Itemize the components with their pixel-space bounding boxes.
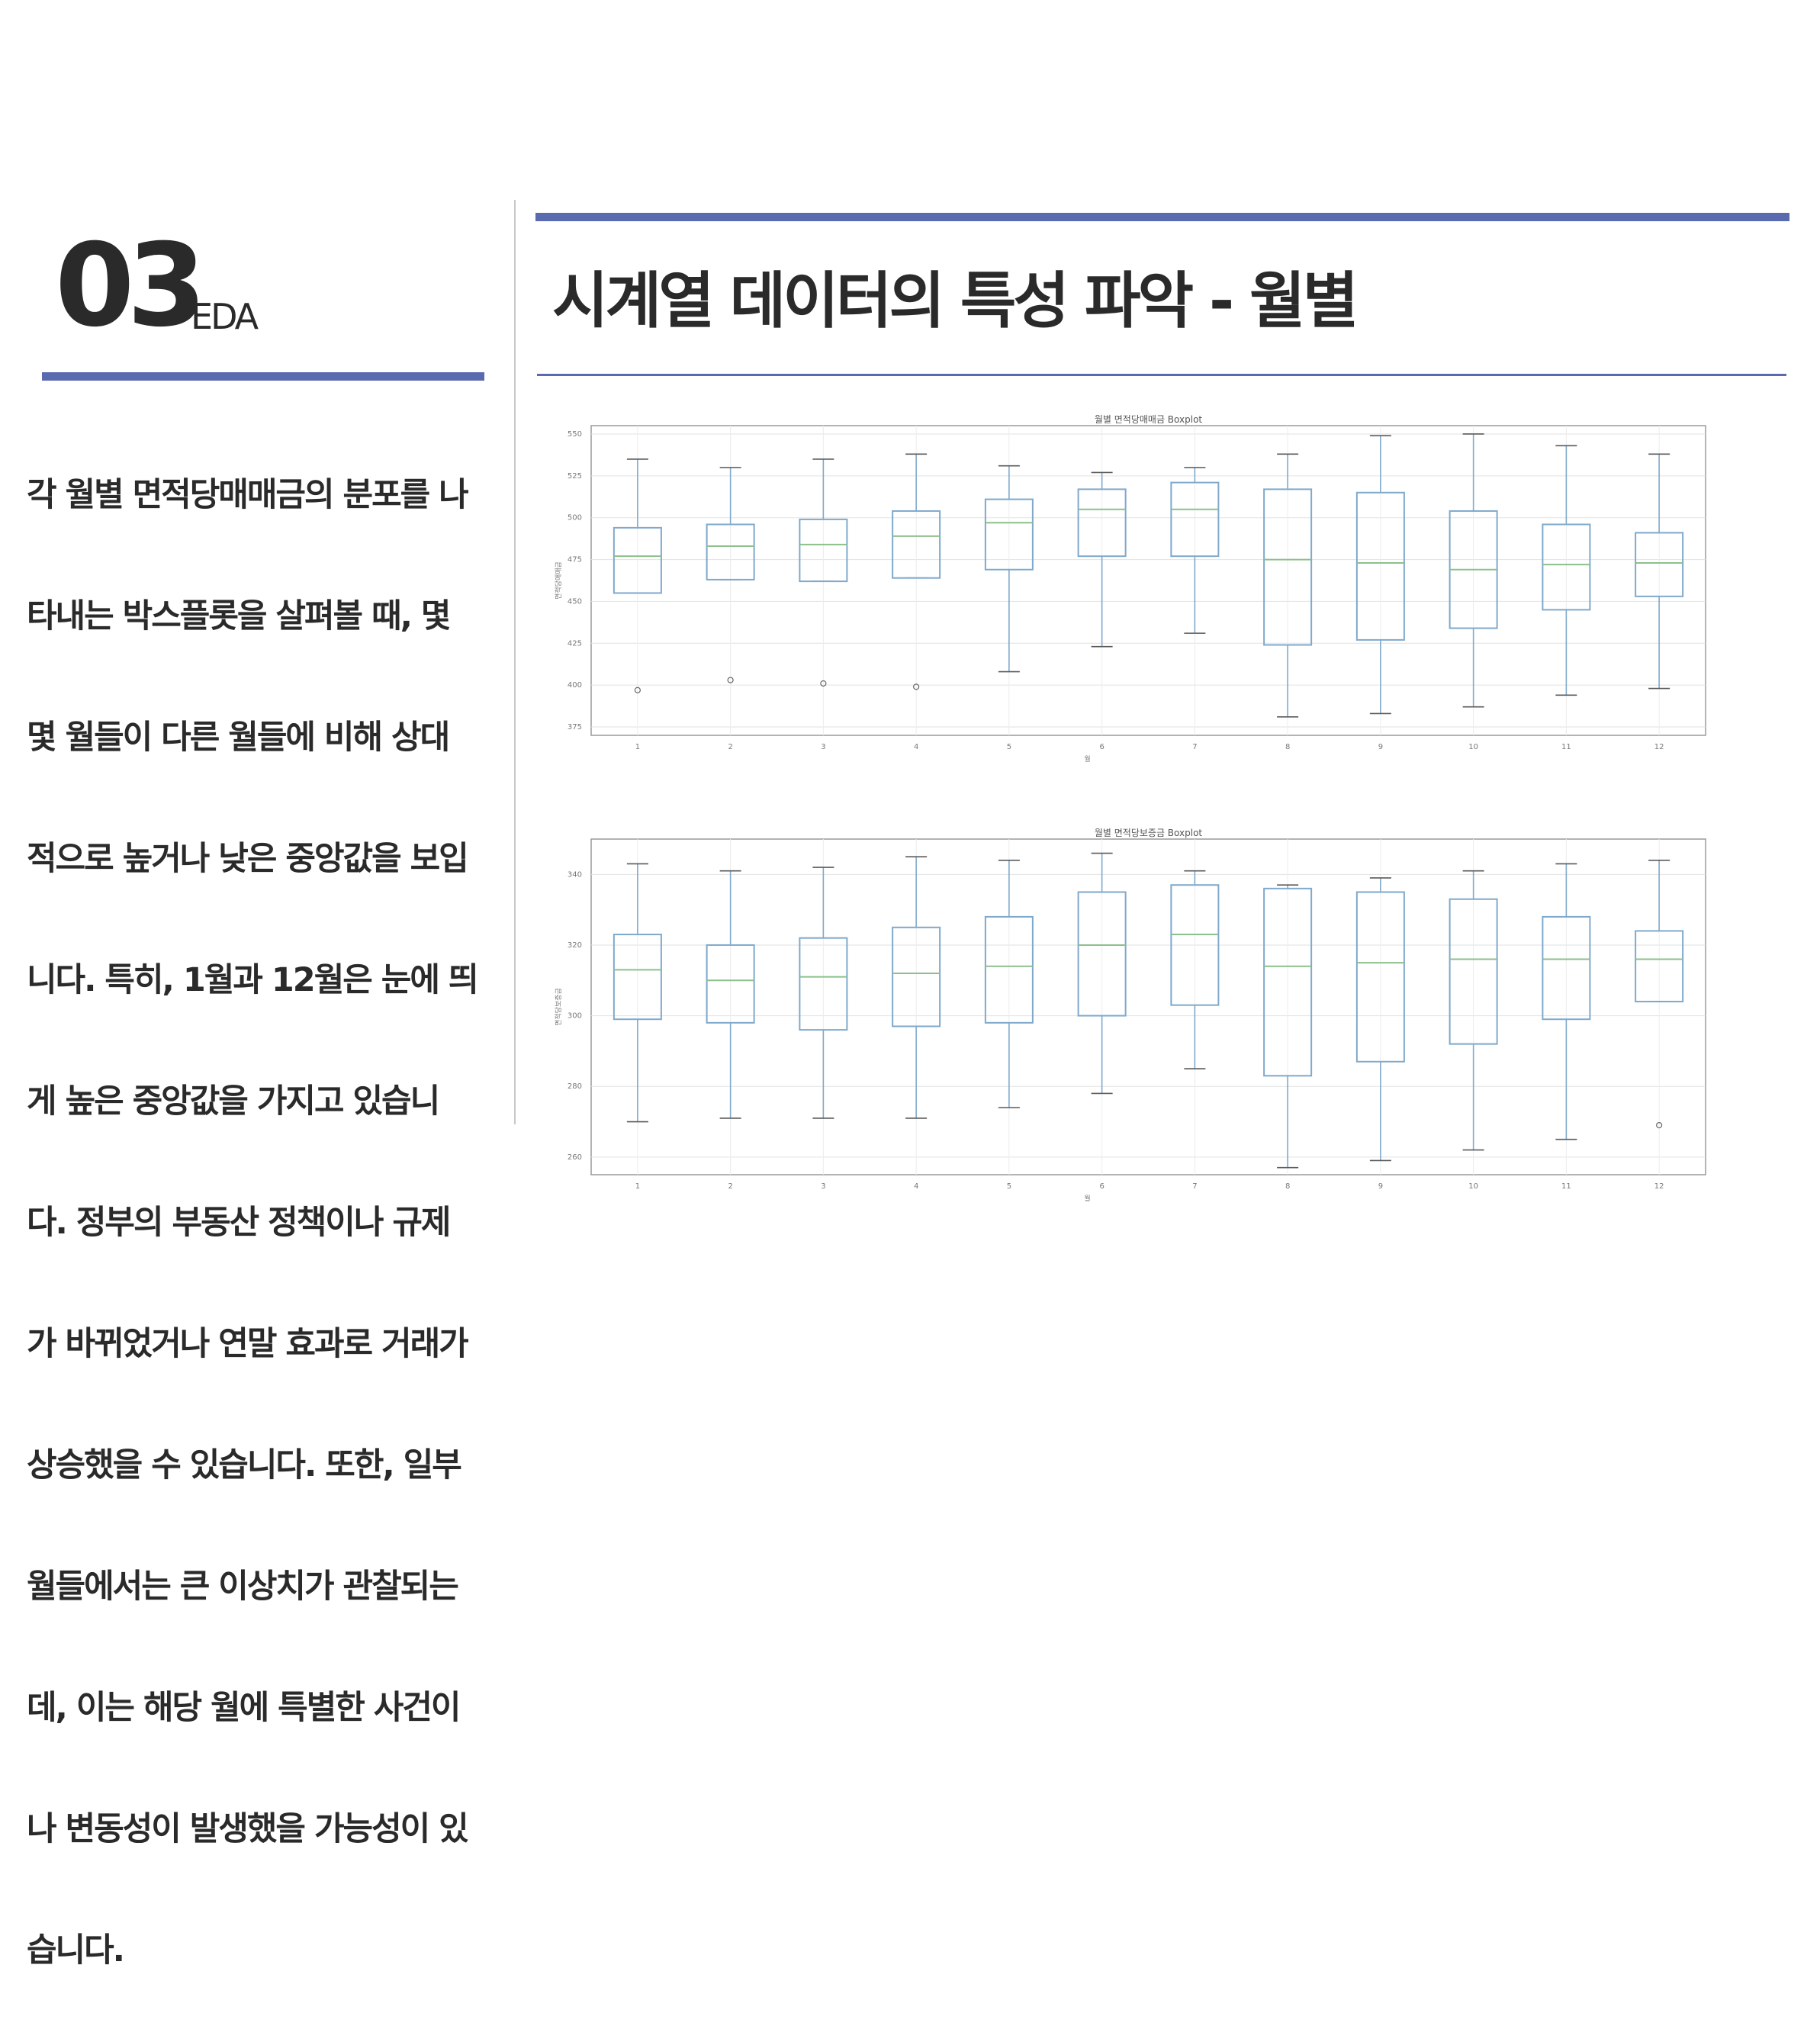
body-line: 몇 월들이 다른 월들에 비해 상대 <box>27 718 450 757</box>
x-tick-label: 7 <box>1192 1182 1197 1191</box>
y-axis-label: 면적당보증금 <box>554 988 563 1026</box>
x-tick-label: 8 <box>1285 743 1290 751</box>
x-tick-label: 10 <box>1468 743 1478 751</box>
y-tick-label: 425 <box>568 639 582 648</box>
x-tick-label: 12 <box>1654 1182 1664 1191</box>
x-tick-label: 4 <box>914 743 918 751</box>
page-title: 시계열 데이터의 특성 파악 - 월별 <box>552 265 1359 336</box>
box <box>799 518 848 583</box>
x-tick-label: 6 <box>1099 743 1104 751</box>
x-tick-label: 1 <box>635 1182 640 1191</box>
x-tick-label: 7 <box>1192 743 1197 751</box>
box <box>984 915 1034 1024</box>
y-tick-label: 300 <box>568 1012 582 1021</box>
box <box>1542 523 1591 611</box>
box <box>1355 491 1405 641</box>
y-tick-label: 500 <box>568 514 582 523</box>
y-tick-label: 320 <box>568 941 582 950</box>
body-line: 습니다. <box>27 1931 125 1970</box>
body-line: 게 높은 중앙값을 가지고 있습니 <box>27 1082 440 1121</box>
body-line: 가 바뀌었거나 연말 효과로 거래가 <box>27 1324 469 1363</box>
box <box>1635 532 1684 597</box>
x-tick-label: 2 <box>728 743 732 751</box>
x-tick-label: 1 <box>635 743 640 751</box>
body-line: 각 월별 면적당매매금의 분포를 나 <box>27 475 469 514</box>
box <box>892 510 941 579</box>
outlier-point <box>913 683 920 690</box>
box <box>892 926 941 1027</box>
chart-title: 월별 면적당매매금 Boxplot <box>1095 414 1203 425</box>
body-line: 나 변동성이 발생했을 가능성이 있 <box>27 1809 469 1848</box>
x-tick-label: 9 <box>1378 743 1383 751</box>
vertical-divider <box>514 200 516 1124</box>
box <box>1263 488 1313 646</box>
body-line: 상승했을 수 있습니다. 또한, 일부 <box>27 1445 462 1484</box>
box <box>984 498 1034 571</box>
y-tick-label: 375 <box>568 723 582 732</box>
box <box>1355 891 1405 1063</box>
plot-frame <box>590 425 1706 736</box>
x-tick-label: 3 <box>821 743 825 751</box>
box <box>1077 891 1127 1017</box>
body-line: 니다. 특히, 1월과 12월은 눈에 띄 <box>27 960 478 999</box>
body-line: 타내는 박스플롯을 살펴볼 때, 몇 <box>27 597 452 635</box>
x-tick-label: 12 <box>1654 743 1664 751</box>
box <box>1170 884 1220 1006</box>
x-tick-label: 8 <box>1285 1182 1290 1191</box>
x-tick-label: 2 <box>728 1182 732 1191</box>
outlier-point <box>634 687 641 693</box>
box <box>613 526 662 594</box>
y-axis-label: 면적당매매금 <box>554 561 563 600</box>
y-tick-label: 400 <box>568 681 582 690</box>
x-tick-label: 5 <box>1007 743 1011 751</box>
x-tick-label: 11 <box>1561 743 1571 751</box>
plot-frame <box>590 838 1706 1175</box>
outlier-point <box>820 680 827 687</box>
body-line: 적으로 높거나 낮은 중앙값을 보입 <box>27 839 469 878</box>
box <box>1449 898 1498 1045</box>
x-tick-label: 9 <box>1378 1182 1383 1191</box>
box <box>1263 887 1313 1077</box>
y-tick-label: 260 <box>568 1153 582 1162</box>
body-line: 데, 이는 해당 월에 특별한 사건이 <box>27 1688 461 1727</box>
y-tick-label: 525 <box>568 472 582 481</box>
x-tick-label: 10 <box>1468 1182 1478 1191</box>
box <box>1077 488 1127 558</box>
x-tick-label: 6 <box>1099 1182 1104 1191</box>
section-number: 03 <box>55 220 207 352</box>
box <box>613 934 662 1021</box>
box <box>799 937 848 1031</box>
box <box>1542 915 1591 1021</box>
outlier-point <box>1656 1122 1663 1129</box>
y-tick-label: 475 <box>568 556 582 564</box>
x-axis-label: 월 <box>1084 754 1090 764</box>
x-tick-label: 3 <box>821 1182 825 1191</box>
x-tick-label: 5 <box>1007 1182 1011 1191</box>
section-label: EDA <box>191 296 259 337</box>
y-tick-label: 550 <box>568 430 582 439</box>
box <box>1635 930 1684 1003</box>
y-tick-label: 340 <box>568 870 582 879</box>
box <box>706 523 755 580</box>
section-underline <box>42 372 484 381</box>
outlier-point <box>727 677 734 683</box>
y-tick-label: 280 <box>568 1082 582 1091</box>
x-tick-label: 11 <box>1561 1182 1571 1191</box>
box <box>706 944 755 1024</box>
x-axis-label: 월 <box>1084 1194 1090 1203</box>
body-line: 월들에서는 큰 이상치가 관찰되는 <box>27 1567 459 1606</box>
top-accent-rule <box>535 213 1789 221</box>
body-line: 다. 정부의 부동산 정책이나 규제 <box>27 1203 452 1242</box>
title-underline <box>537 374 1786 376</box>
y-tick-label: 450 <box>568 597 582 606</box>
box <box>1170 481 1220 558</box>
x-tick-label: 4 <box>914 1182 918 1191</box>
chart-title: 월별 면적당보증금 Boxplot <box>1095 828 1203 838</box>
